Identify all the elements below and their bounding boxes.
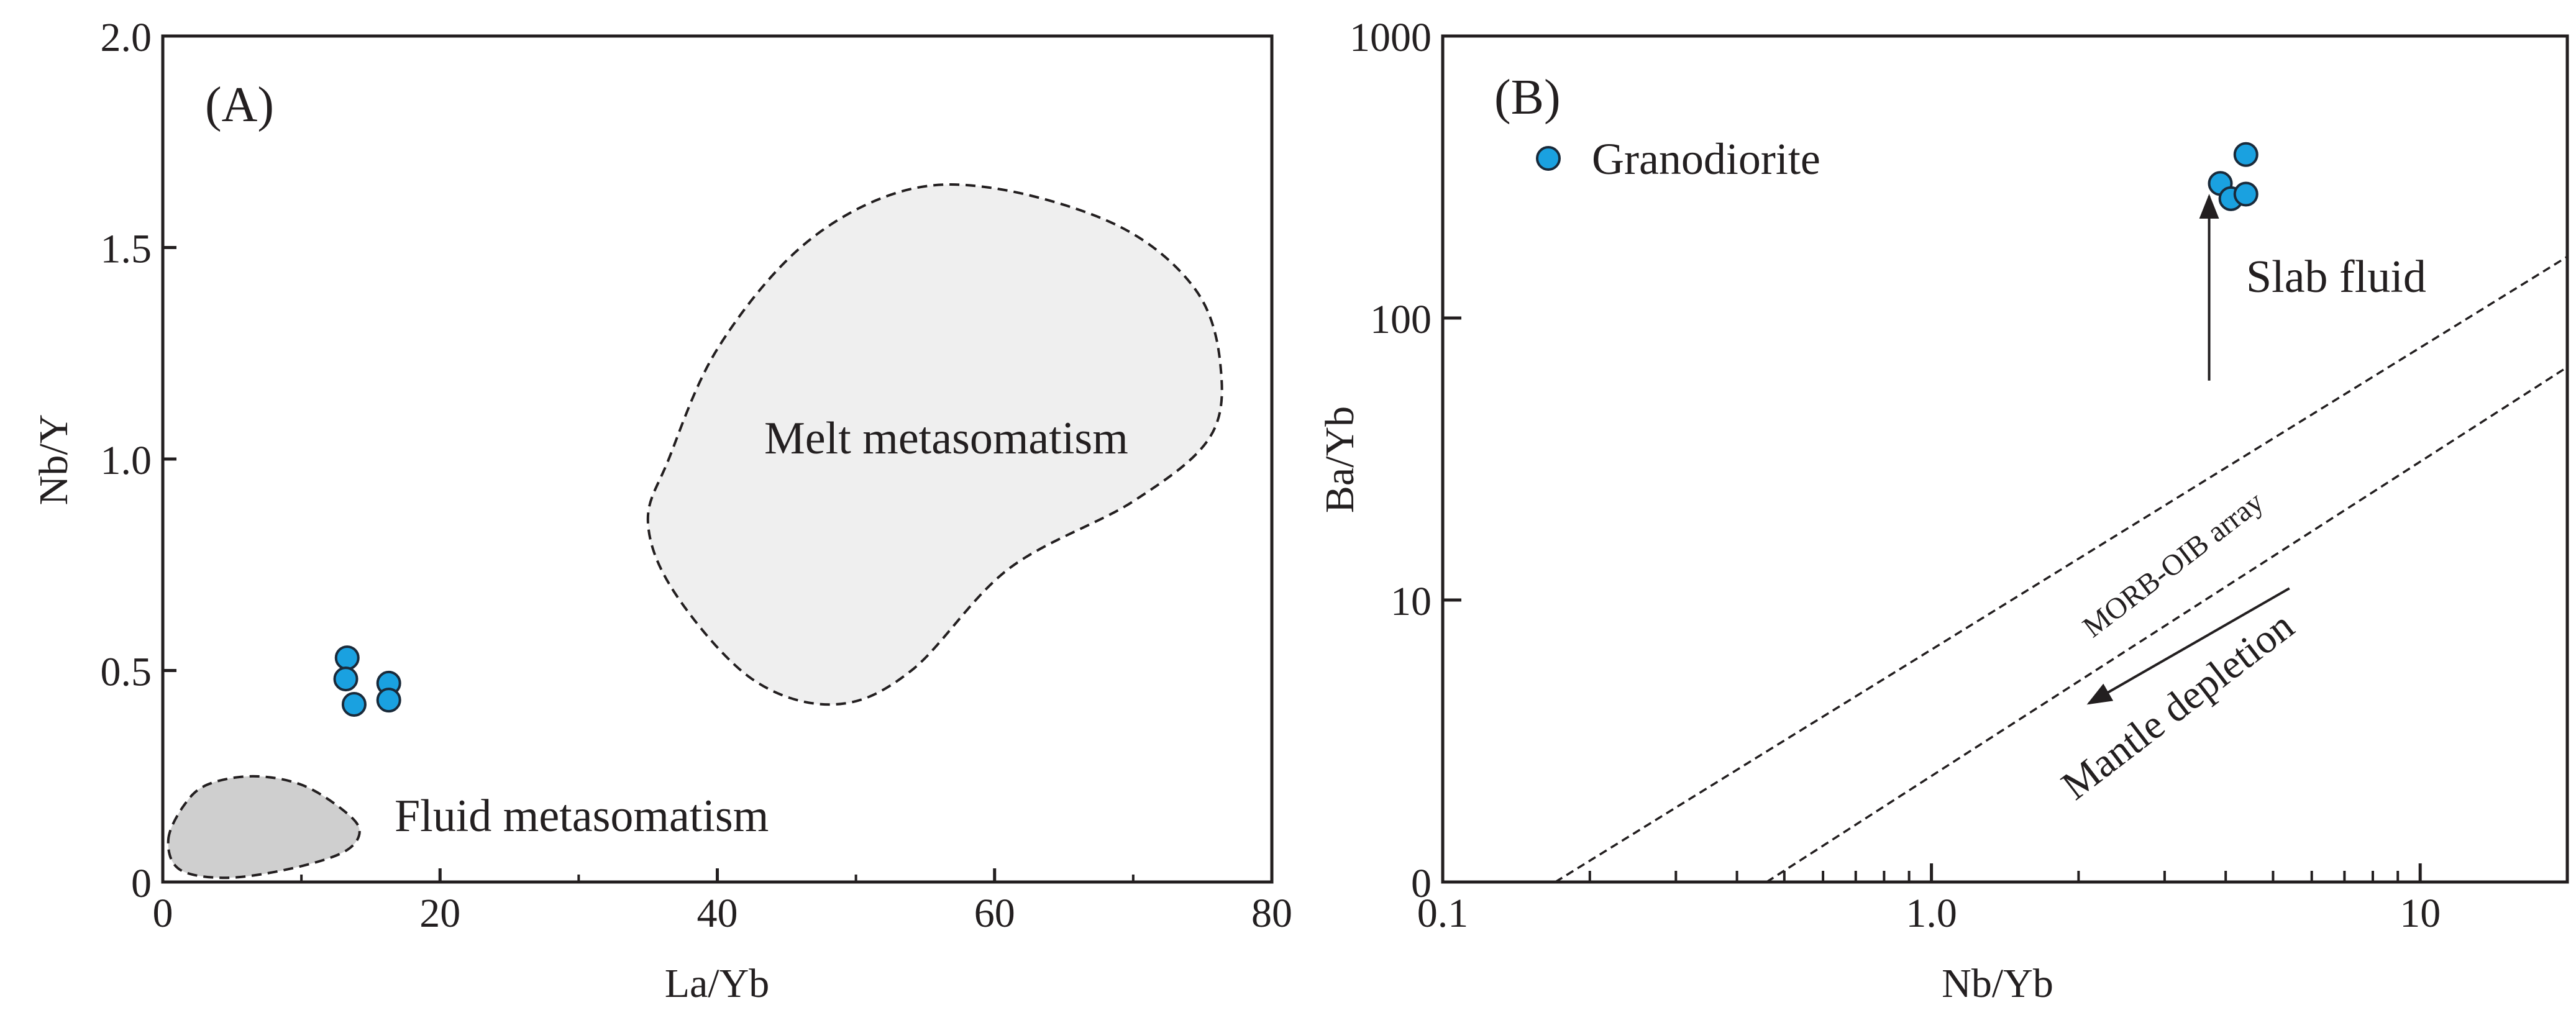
panel-label-b: (B) bbox=[1494, 70, 1561, 125]
granodiorite-point bbox=[2233, 181, 2259, 207]
granodiorite-point bbox=[333, 666, 359, 692]
granodiorite-point bbox=[334, 645, 360, 671]
slab-fluid-label: Slab fluid bbox=[2246, 252, 2426, 302]
y-tick-label-a: 2.0 bbox=[101, 15, 152, 60]
y-axis-title-b: Ba/Yb bbox=[1317, 406, 1363, 513]
morb-oib-array-line bbox=[1555, 255, 2568, 883]
y-tick-label-a: 0 bbox=[131, 861, 152, 906]
x-tick-label-a: 0 bbox=[153, 891, 173, 936]
y-axis-title-a: Nb/Y bbox=[31, 414, 76, 506]
y-tick-label-b: 1000 bbox=[1350, 15, 1432, 60]
x-tick-label-b: 1.0 bbox=[1906, 891, 1957, 936]
x-tick-label-a: 60 bbox=[974, 891, 1015, 936]
mantle-depletion-arrow bbox=[2086, 587, 2290, 705]
morb-oib-array-line bbox=[1766, 366, 2568, 883]
panel-a: 0 20 40 60 80 0 0.5 1.0 1.5 2.0 (A) Melt metasoma… bbox=[31, 15, 1292, 1006]
y-tick-label-a: 1.0 bbox=[101, 438, 152, 483]
granodiorite-point bbox=[2233, 142, 2259, 167]
melt-metasomatism-label: Melt metasomatism bbox=[764, 413, 1128, 464]
granodiorite-point bbox=[376, 688, 401, 713]
x-axis-title-a: La/Yb bbox=[665, 961, 770, 1006]
x-tick-label-b: 10 bbox=[2400, 891, 2441, 936]
y-tick-label-a: 0.5 bbox=[101, 650, 152, 695]
fluid-metasomatism-label: Fluid metasomatism bbox=[395, 791, 769, 842]
x-tick-label-b: 0.1 bbox=[1417, 891, 1469, 936]
x-tick-label-a: 80 bbox=[1251, 891, 1292, 936]
y-tick-label-b: 100 bbox=[1370, 297, 1432, 342]
y-tick-label-b: 10 bbox=[1391, 579, 1432, 624]
field-melt-metasomatism bbox=[646, 183, 1223, 706]
plot-frame-b bbox=[1441, 34, 2569, 884]
field-fluid-metasomatism bbox=[167, 775, 361, 880]
x-tick-label-a: 20 bbox=[419, 891, 460, 936]
panel-label-a: (A) bbox=[205, 78, 274, 132]
legend-label: Granodiorite bbox=[1592, 134, 1820, 184]
y-tick-label-a: 1.5 bbox=[101, 227, 152, 272]
x-tick-label-a: 40 bbox=[697, 891, 738, 936]
legend-marker bbox=[1536, 146, 1561, 171]
y-tick-label-b: 0 bbox=[1411, 861, 1432, 906]
x-axis-title-b: Nb/Yb bbox=[1942, 961, 2053, 1006]
granodiorite-point bbox=[341, 691, 367, 717]
